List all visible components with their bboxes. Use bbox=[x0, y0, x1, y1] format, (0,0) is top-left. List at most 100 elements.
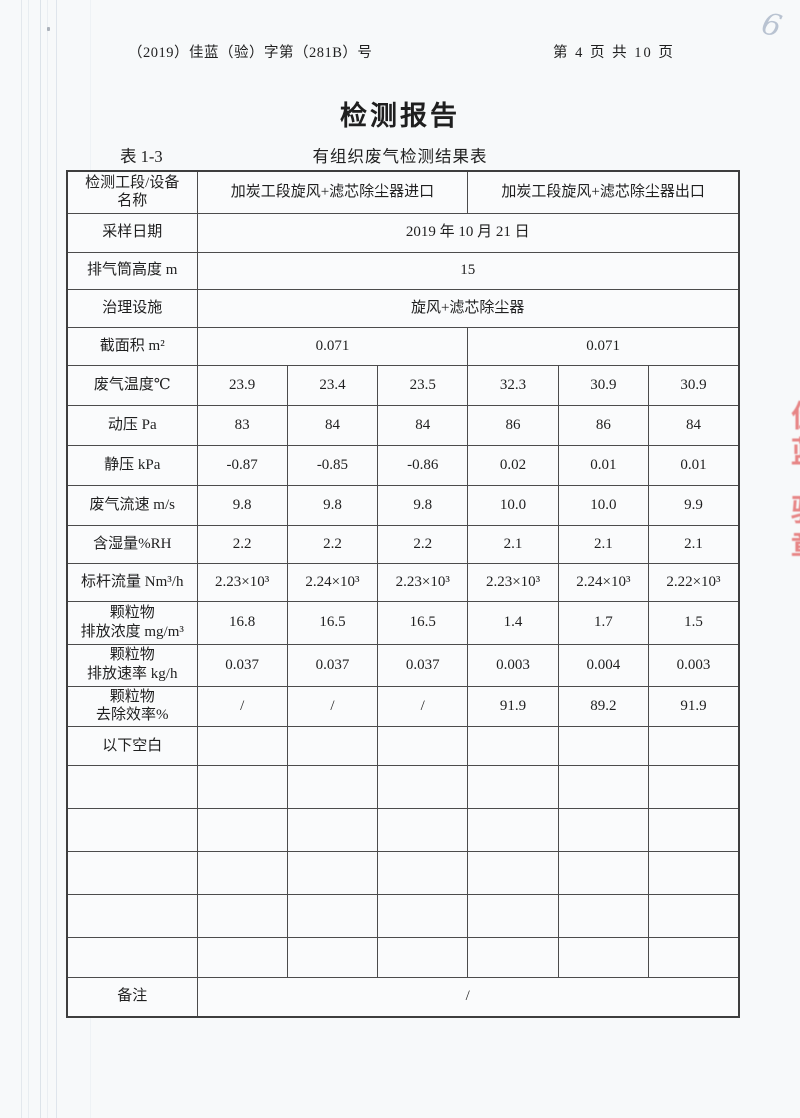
table-cell: 0.02 bbox=[467, 444, 559, 486]
table-cell: 9.9 bbox=[647, 484, 740, 526]
row-label: 排气筒高度 m bbox=[66, 251, 198, 290]
table-row-empty bbox=[66, 937, 740, 978]
table-cell: 加炭工段旋风+滤芯除尘器出口 bbox=[467, 170, 740, 214]
table-cell bbox=[557, 808, 650, 852]
row-label: 以下空白 bbox=[66, 726, 198, 766]
table-cell: 84 bbox=[647, 404, 740, 446]
table-cell: -0.86 bbox=[377, 444, 469, 486]
row-label bbox=[66, 937, 198, 978]
row-label bbox=[66, 851, 198, 895]
table-row: 含湿量%RH 2.2 2.2 2.2 2.1 2.1 2.1 bbox=[66, 524, 740, 564]
row-label: 废气流速 m/s bbox=[66, 484, 198, 526]
table-cell bbox=[557, 851, 650, 895]
table-cell: / bbox=[377, 685, 469, 727]
handwritten-page-number: 6 bbox=[758, 6, 786, 45]
table-cell: 91.9 bbox=[647, 685, 740, 727]
table-cell: 89.2 bbox=[557, 685, 650, 727]
table-cell: 84 bbox=[286, 404, 379, 446]
table-row-empty bbox=[66, 765, 740, 809]
page-edge-line bbox=[47, 0, 48, 1118]
table-cell: 2.23×10³ bbox=[196, 562, 288, 602]
results-table-container: 检测工段/设备 名称 加炭工段旋风+滤芯除尘器进口 加炭工段旋风+滤芯除尘器出口 采样… bbox=[66, 170, 740, 1018]
row-label bbox=[66, 808, 198, 852]
table-label: 表 1-3 bbox=[120, 147, 163, 166]
table-cell: 0.01 bbox=[557, 444, 650, 486]
page-edge-line bbox=[21, 0, 22, 1118]
table-cell: 2.22×10³ bbox=[647, 562, 740, 602]
table-row: 静压 kPa -0.87 -0.85 -0.86 0.02 0.01 0.01 bbox=[66, 444, 740, 486]
table-cell: 32.3 bbox=[467, 364, 559, 406]
table-cell: 0.003 bbox=[647, 643, 740, 687]
table-cell bbox=[377, 765, 469, 809]
table-cell: 83 bbox=[196, 404, 288, 446]
row-label: 颗粒物 排放浓度 mg/m³ bbox=[66, 600, 198, 645]
document-number: （2019）佳蓝（验）字第（281B）号 bbox=[128, 45, 373, 61]
page-edge-line bbox=[40, 0, 41, 1118]
table-row: 废气流速 m/s 9.8 9.8 9.8 10.0 10.0 9.9 bbox=[66, 484, 740, 526]
row-label: 截面积 m² bbox=[66, 326, 198, 366]
table-cell bbox=[557, 726, 650, 766]
row-label: 静压 kPa bbox=[66, 444, 198, 486]
table-cell bbox=[647, 937, 740, 978]
table-row: 颗粒物 去除效率% / //91.9 89.2 91.9 bbox=[66, 685, 740, 727]
row-label: 标杆流量 Nm³/h bbox=[66, 562, 198, 602]
row-label: 动压 Pa bbox=[66, 404, 198, 446]
table-cell: 9.8 bbox=[286, 484, 379, 526]
table-cell: 84 bbox=[377, 404, 469, 446]
table-cell: 0.071 bbox=[467, 326, 740, 366]
table-cell bbox=[286, 765, 379, 809]
table-cell: -0.87 bbox=[196, 444, 288, 486]
table-cell bbox=[196, 765, 288, 809]
table-cell bbox=[557, 765, 650, 809]
table-cell: 1.7 bbox=[557, 600, 650, 645]
table-cell bbox=[557, 894, 650, 938]
table-cell bbox=[467, 726, 559, 766]
row-label: 废气温度℃ bbox=[66, 364, 198, 406]
table-row: 动压 Pa 83 84 84 86 86 84 bbox=[66, 404, 740, 446]
table-cell: 旋风+滤芯除尘器 bbox=[196, 288, 740, 328]
table-cell: 9.8 bbox=[196, 484, 288, 526]
table-cell: 15 bbox=[196, 251, 740, 290]
table-cell: 91.9 bbox=[467, 685, 559, 727]
table-cell: 2.2 bbox=[286, 524, 379, 564]
table-cell: 16.8 bbox=[196, 600, 288, 645]
table-cell: 2019 年 10 月 21 日 bbox=[196, 212, 740, 253]
table-cell bbox=[196, 937, 288, 978]
table-cell: 0.037 bbox=[286, 643, 379, 687]
row-label: 颗粒物 去除效率% bbox=[66, 685, 198, 727]
row-label: 采样日期 bbox=[66, 212, 198, 253]
table-cell bbox=[467, 808, 559, 852]
table-cell: 0.037 bbox=[377, 643, 469, 687]
row-label bbox=[66, 765, 198, 809]
table-cell: 0.037 bbox=[196, 643, 288, 687]
table-cell: 0.01 bbox=[647, 444, 740, 486]
table-cell bbox=[196, 808, 288, 852]
table-cell: 0.004 bbox=[557, 643, 650, 687]
table-cell bbox=[467, 937, 559, 978]
table-cell: 23.9 bbox=[196, 364, 288, 406]
table-cell: 0.071 bbox=[196, 326, 469, 366]
results-table: 检测工段/设备 名称 加炭工段旋风+滤芯除尘器进口 加炭工段旋风+滤芯除尘器出口 采样… bbox=[66, 170, 740, 1018]
row-label: 含湿量%RH bbox=[66, 524, 198, 564]
table-cell: / bbox=[286, 685, 379, 727]
table-cell: 2.2 bbox=[196, 524, 288, 564]
table-cell: 2.23×10³ bbox=[377, 562, 469, 602]
page-edge-line bbox=[28, 0, 29, 1118]
table-cell: 86 bbox=[557, 404, 650, 446]
table-row-empty bbox=[66, 851, 740, 895]
table-cell: 10.0 bbox=[557, 484, 650, 526]
results-table-body: 检测工段/设备 名称 加炭工段旋风+滤芯除尘器进口 加炭工段旋风+滤芯除尘器出口 采样… bbox=[66, 170, 740, 1017]
table-cell bbox=[647, 808, 740, 852]
table-cell bbox=[557, 937, 650, 978]
table-row: 采样日期 2019 年 10 月 21 日 bbox=[66, 212, 740, 253]
report-title: 检测报告 bbox=[340, 101, 460, 131]
table-cell: 1.5 bbox=[647, 600, 740, 645]
table-cell bbox=[647, 765, 740, 809]
table-cell bbox=[467, 851, 559, 895]
table-cell bbox=[377, 937, 469, 978]
table-row: 截面积 m² 0.071 0.071 bbox=[66, 326, 740, 366]
table-cell: / bbox=[196, 977, 740, 1017]
table-cell: 2.24×10³ bbox=[286, 562, 379, 602]
table-cell: 2.1 bbox=[467, 524, 559, 564]
